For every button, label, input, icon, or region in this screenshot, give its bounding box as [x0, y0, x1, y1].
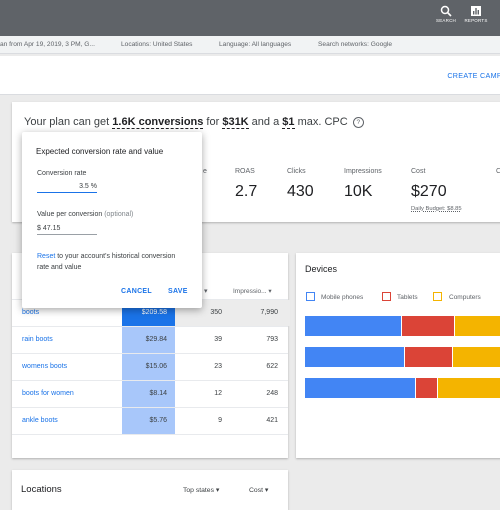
- conversions-value[interactable]: 1.6K conversions: [112, 116, 204, 129]
- clicks-cell: 39: [214, 336, 222, 343]
- chevron-down-icon: ▾: [264, 487, 269, 494]
- clicks-cell: 23: [214, 363, 222, 370]
- metric-value: $270: [411, 183, 447, 200]
- device-bar-row: [305, 378, 500, 398]
- impressions-cell: 793: [266, 336, 278, 343]
- reset-link[interactable]: Reset: [37, 253, 56, 260]
- device-bar-row: [305, 316, 500, 336]
- metric-label: Cost: [411, 168, 426, 175]
- device-bar-mobile[interactable]: [305, 378, 415, 398]
- metric-value: 10K: [344, 183, 373, 200]
- search-button[interactable]: SEARCH: [428, 3, 464, 35]
- clicks-cell: 12: [214, 390, 222, 397]
- legend-label-computers: Computers: [449, 294, 481, 301]
- impressions-cell: 7,990: [260, 309, 278, 316]
- impressions-cell: 421: [266, 417, 278, 424]
- value-cell: [122, 408, 175, 434]
- value-text: $209.58: [141, 309, 167, 316]
- bar-chart-icon: [471, 6, 481, 16]
- device-bar-computers[interactable]: [454, 316, 500, 336]
- value-text: $15.06: [145, 363, 167, 370]
- reset-text: Reset to your account's historical conve…: [37, 253, 176, 271]
- device-bar-tablets[interactable]: [401, 316, 455, 336]
- filter-bar: an from Apr 19, 2019, 3 PM, G... Locatio…: [0, 36, 500, 54]
- metric-label: C: [496, 168, 500, 175]
- search-label: SEARCH: [436, 18, 456, 23]
- legend-swatch-mobile: [306, 292, 315, 301]
- legend-label-mobile: Mobile phones: [321, 294, 364, 301]
- device-bar-mobile[interactable]: [305, 347, 404, 367]
- table-divider: [12, 353, 288, 354]
- popup-title: Expected conversion rate and value: [36, 147, 164, 156]
- daily-budget-note[interactable]: Daily Budget: $8.85: [411, 206, 462, 212]
- date-range-filter[interactable]: an from Apr 19, 2019, 3 PM, G...: [0, 41, 95, 48]
- legend-swatch-tablets: [382, 292, 391, 301]
- device-bar-computers[interactable]: [437, 378, 500, 398]
- table-divider: [12, 434, 288, 435]
- chevron-down-icon: ▾: [215, 487, 220, 494]
- table-divider: [12, 407, 288, 408]
- value-text: $8.14: [149, 390, 167, 397]
- keyword-link[interactable]: rain boots: [22, 336, 53, 343]
- impressions-cell: 622: [266, 363, 278, 370]
- column-header-impressions[interactable]: Impressio... ▾: [233, 288, 272, 295]
- locations-title: Locations: [21, 484, 62, 495]
- device-bar-tablets[interactable]: [404, 347, 453, 367]
- keyword-link[interactable]: boots: [22, 309, 40, 316]
- device-bar-tablets[interactable]: [414, 378, 438, 398]
- value-cell: [122, 327, 175, 353]
- keyword-link[interactable]: boots for women: [22, 390, 74, 397]
- conversion-rate-label: Conversion rate: [37, 170, 87, 177]
- search-networks-filter[interactable]: Search networks: Google: [318, 41, 393, 48]
- metric-label: Impressions: [344, 168, 382, 175]
- reports-label: REPORTS: [464, 18, 488, 23]
- save-button[interactable]: SAVE: [168, 288, 188, 295]
- value-per-conversion-label: Value per conversion (optional): [37, 211, 134, 218]
- device-bar-computers[interactable]: [452, 347, 500, 367]
- cost-value[interactable]: $31K: [222, 116, 249, 129]
- devices-title: Devices: [305, 264, 338, 274]
- value-per-conversion-input[interactable]: $ 47.15: [37, 225, 97, 235]
- value-cell: [122, 381, 175, 407]
- metric-label: Clicks: [287, 168, 306, 175]
- clicks-cell: 350: [210, 309, 222, 316]
- metric-value: 2.7: [235, 183, 258, 200]
- legend-swatch-computers: [433, 292, 442, 301]
- reports-button[interactable]: REPORTS: [458, 3, 494, 35]
- action-bar: [0, 56, 500, 95]
- keyword-link[interactable]: ankle boots: [22, 417, 58, 424]
- clicks-cell: 9: [218, 417, 222, 424]
- metric-label: e: [203, 168, 207, 175]
- conversion-rate-popup: [22, 132, 202, 308]
- value-text: $29.84: [145, 336, 167, 343]
- table-divider: [12, 326, 288, 327]
- metric-value: 430: [287, 183, 314, 200]
- metric-label: ROAS: [235, 168, 255, 175]
- legend-label-tablets: Tablets: [397, 294, 418, 301]
- value-text: $5.76: [149, 417, 167, 424]
- locations-filter[interactable]: Locations: United States: [121, 41, 193, 48]
- language-filter[interactable]: Language: All languages: [219, 41, 292, 48]
- device-bar-row: [305, 347, 500, 367]
- top-app-bar: [0, 0, 500, 36]
- top-states-dropdown[interactable]: Top states ▾: [183, 487, 220, 494]
- table-divider: [12, 380, 288, 381]
- create-campaign-button[interactable]: CREATE CAMP: [447, 71, 500, 80]
- max-cpc-value[interactable]: $1: [282, 116, 295, 129]
- cancel-button[interactable]: CANCEL: [121, 288, 152, 295]
- help-icon[interactable]: ?: [352, 117, 364, 128]
- value-cell: [122, 354, 175, 380]
- conversion-rate-input[interactable]: 3.5 %: [37, 183, 97, 193]
- cost-dropdown[interactable]: Cost ▾: [249, 487, 269, 494]
- search-icon: [440, 5, 452, 17]
- keyword-link[interactable]: womens boots: [22, 363, 68, 370]
- plan-headline: Your plan can get 1.6K conversions for $…: [24, 116, 364, 129]
- chevron-down-icon[interactable]: ▾: [204, 288, 208, 295]
- device-bar-mobile[interactable]: [305, 316, 402, 336]
- impressions-cell: 248: [266, 390, 278, 397]
